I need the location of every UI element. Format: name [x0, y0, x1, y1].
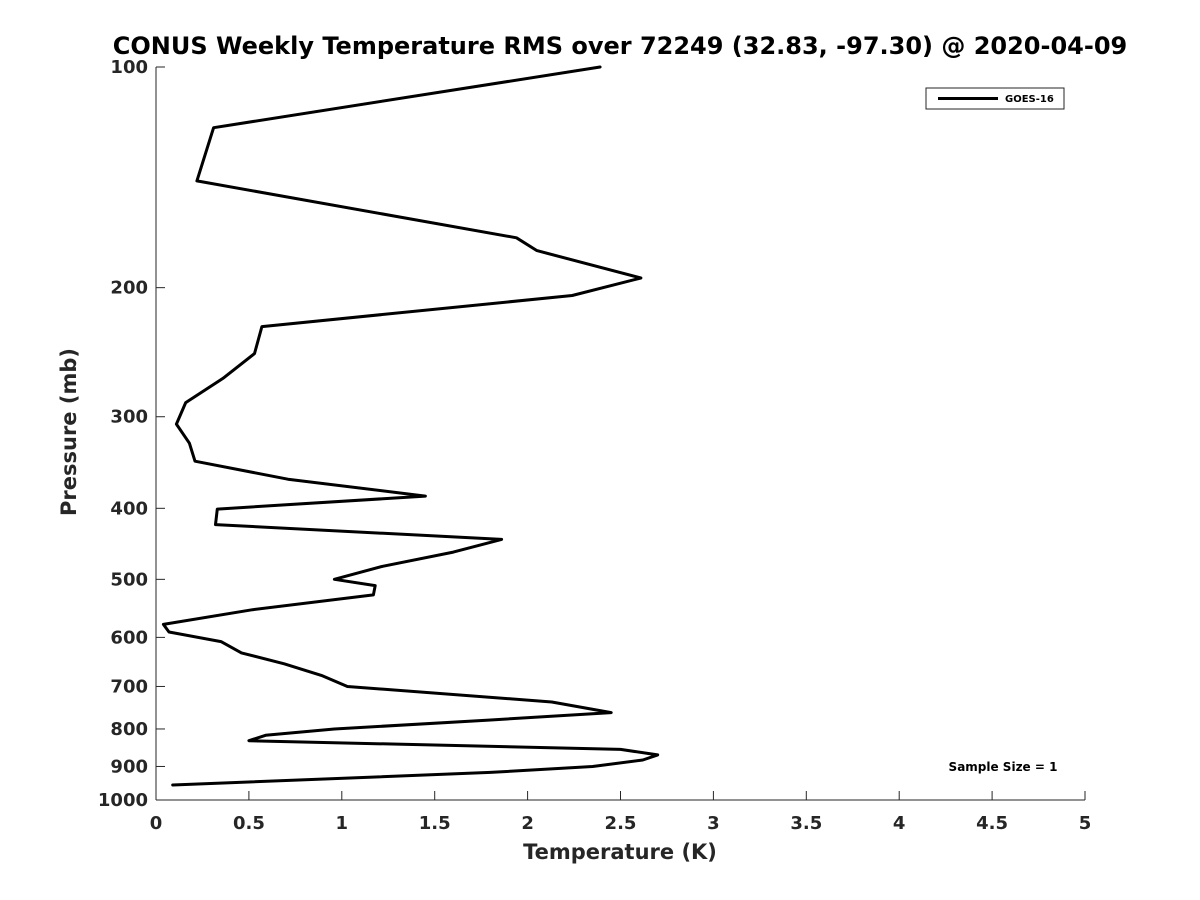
x-tick-label: 5 — [1079, 813, 1092, 834]
x-tick-label: 2.5 — [605, 813, 637, 834]
y-axis-label: Pressure (mb) — [57, 348, 81, 516]
x-tick-label: 1 — [336, 813, 349, 834]
y-tick-label: 300 — [110, 407, 148, 428]
y-tick-label: 400 — [110, 498, 148, 519]
x-tick-label: 4 — [893, 813, 906, 834]
chart-title: CONUS Weekly Temperature RMS over 72249 … — [113, 32, 1127, 60]
sample-size-annotation: Sample Size = 1 — [949, 760, 1058, 774]
y-tick-label: 1000 — [98, 790, 148, 811]
series-line-goes16 — [161, 65, 660, 787]
y-tick-label: 100 — [110, 57, 148, 78]
x-tick-label: 0.5 — [233, 813, 265, 834]
plot-series — [161, 65, 660, 787]
y-tick-label: 500 — [110, 569, 148, 590]
x-axis-label: Temperature (K) — [523, 840, 717, 864]
y-tick-label: 600 — [110, 627, 148, 648]
x-tick-label: 3.5 — [790, 813, 822, 834]
legend: GOES-16 — [925, 87, 1065, 110]
axes: 0 0.5 1 1.5 2 2.5 3 3.5 4 4.5 5 100 200 300 400 500 600 7… — [98, 57, 1091, 834]
x-tick-label: 2 — [521, 813, 534, 834]
y-tick-label: 800 — [110, 719, 148, 740]
x-tick-label: 1.5 — [419, 813, 451, 834]
x-tick-label: 3 — [707, 813, 720, 834]
y-tick-label: 900 — [110, 756, 148, 777]
y-tick-label: 700 — [110, 676, 148, 697]
x-tick-label: 4.5 — [976, 813, 1008, 834]
y-tick-label: 200 — [110, 278, 148, 299]
legend-entry-goes16: GOES-16 — [1005, 94, 1054, 105]
x-tick-label: 0 — [150, 813, 163, 834]
